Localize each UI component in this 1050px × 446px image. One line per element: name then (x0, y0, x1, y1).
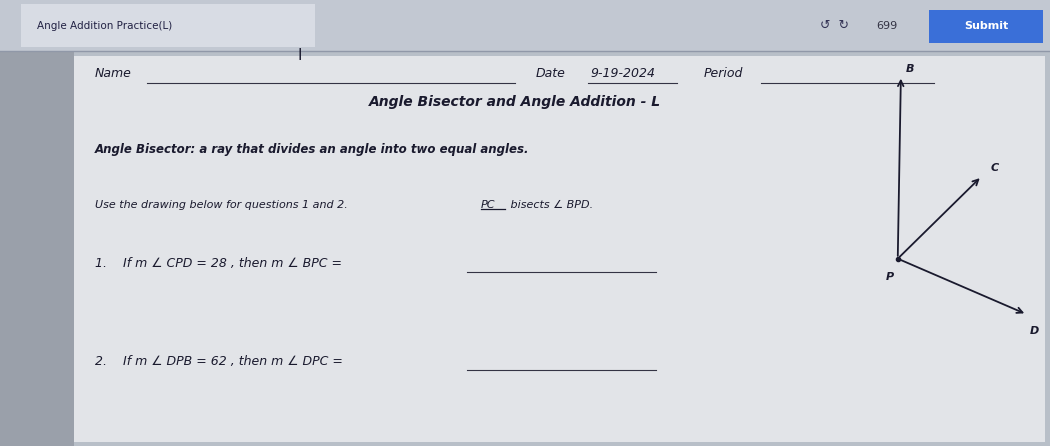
Text: I: I (297, 48, 301, 63)
Bar (21, 4, 315, 47)
Bar (0, 0, 1050, 51)
Text: P: P (885, 272, 894, 282)
Text: 9-19-2024: 9-19-2024 (590, 67, 655, 80)
Text: Name: Name (94, 67, 131, 80)
Text: PC: PC (481, 200, 496, 210)
Bar (0, 0, 74, 446)
Text: bisects ∠ BPD.: bisects ∠ BPD. (507, 200, 593, 210)
Bar (929, 10, 1043, 43)
Text: 699: 699 (877, 21, 898, 31)
Text: B: B (906, 64, 915, 74)
Text: 1.    If m ∠ CPD = 28 , then m ∠ BPC =: 1. If m ∠ CPD = 28 , then m ∠ BPC = (94, 257, 341, 270)
Text: Angle Addition Practice(L): Angle Addition Practice(L) (37, 21, 172, 31)
Text: ↺  ↻: ↺ ↻ (820, 19, 849, 32)
Text: Submit: Submit (964, 21, 1008, 31)
Text: C: C (990, 163, 999, 173)
Text: Date: Date (536, 67, 565, 80)
Text: Use the drawing below for questions 1 and 2.: Use the drawing below for questions 1 an… (94, 200, 354, 210)
Text: Angle Bisector: a ray that divides an angle into two equal angles.: Angle Bisector: a ray that divides an an… (94, 143, 529, 156)
Bar (74, 56, 1045, 442)
Text: D: D (1030, 326, 1040, 335)
Text: Period: Period (704, 67, 742, 80)
Text: 2.    If m ∠ DPB = 62 , then m ∠ DPC =: 2. If m ∠ DPB = 62 , then m ∠ DPC = (94, 355, 342, 368)
Text: Angle Bisector and Angle Addition - L: Angle Bisector and Angle Addition - L (369, 95, 660, 109)
